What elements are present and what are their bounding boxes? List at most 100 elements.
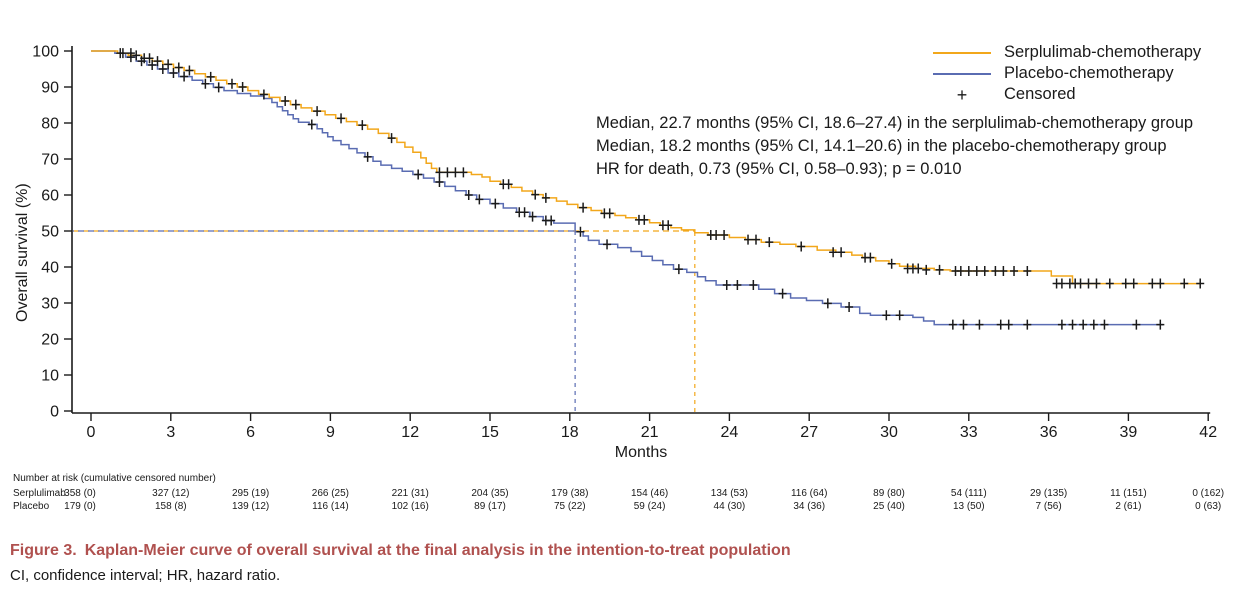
x-tick-label: 12: [401, 424, 419, 441]
censor-mark-serplulimab: [922, 264, 931, 275]
risk-cell: 139 (12): [232, 501, 269, 512]
x-tick-label: 9: [326, 424, 335, 441]
legend-label: Serplulimab-chemotherapy: [1004, 43, 1202, 61]
censor-mark-serplulimab: [1129, 278, 1138, 289]
risk-cell: 358 (0): [64, 488, 96, 499]
censor-mark-serplulimab: [972, 265, 981, 276]
censor-mark-placebo: [363, 151, 372, 162]
censor-mark-placebo: [603, 239, 612, 250]
censor-mark-serplulimab: [887, 258, 896, 269]
risk-table-header: Number at risk (cumulative censored numb…: [13, 473, 216, 484]
censor-mark-placebo: [491, 198, 500, 209]
censor-mark-serplulimab: [1148, 278, 1157, 289]
censor-mark-placebo: [975, 319, 984, 330]
x-tick-label: 3: [166, 424, 175, 441]
censor-mark-serplulimab: [999, 265, 1008, 276]
censor-mark-placebo: [137, 56, 146, 67]
censor-mark-serplulimab: [153, 56, 162, 67]
censor-mark-serplulimab: [866, 252, 875, 263]
censor-mark-placebo: [547, 215, 556, 226]
censor-mark-placebo: [520, 207, 529, 218]
y-tick-label: 100: [32, 44, 59, 61]
x-tick-label: 27: [800, 424, 818, 441]
censor-mark-serplulimab: [765, 237, 774, 248]
risk-cell: 2 (61): [1115, 501, 1141, 512]
censor-mark-serplulimab: [174, 62, 183, 73]
legend: Serplulimab-chemotherapy Placebo-chemoth…: [933, 42, 1201, 105]
censor-mark-placebo: [959, 319, 968, 330]
y-axis-title: Overall survival (%): [14, 183, 31, 322]
censor-mark-placebo: [169, 67, 178, 78]
censor-mark-placebo: [674, 264, 683, 275]
censor-mark-placebo: [1156, 319, 1165, 330]
y-tick-label: 60: [41, 188, 59, 205]
risk-cell: 102 (16): [392, 501, 429, 512]
censor-mark-serplulimab: [935, 264, 944, 275]
risk-cell: 116 (64): [791, 488, 828, 499]
censor-mark-placebo: [895, 310, 904, 321]
censor-mark-serplulimab: [1121, 278, 1130, 289]
censor-mark-serplulimab: [1084, 278, 1093, 289]
survival-curve-placebo: [91, 50, 1163, 326]
censor-mark-serplulimab: [664, 220, 673, 231]
censor-mark-placebo: [823, 298, 832, 309]
risk-cell: 154 (46): [631, 488, 668, 499]
risk-cell: 89 (17): [474, 501, 506, 512]
censor-mark-serplulimab: [1057, 278, 1066, 289]
censor-mark-placebo: [882, 310, 891, 321]
censor-mark-serplulimab: [797, 241, 806, 252]
figure-caption: Figure 3. Kaplan-Meier curve of overall s…: [10, 542, 791, 560]
risk-cell: 158 (8): [155, 501, 187, 512]
y-tick-label: 0: [50, 404, 59, 421]
censor-mark-placebo: [576, 226, 585, 237]
median-serplulimab-text: Median, 22.7 months (95% CI, 18.6–27.4) …: [596, 114, 1194, 132]
censor-mark-serplulimab: [1023, 265, 1032, 276]
censor-mark-serplulimab: [291, 99, 300, 110]
x-axis-title: Months: [614, 444, 668, 461]
risk-cell: 13 (50): [953, 501, 985, 512]
censor-mark-serplulimab: [914, 263, 923, 274]
serplulimab-line-icon: [933, 51, 991, 54]
hazard-ratio-text: HR for death, 0.73 (95% CI, 0.58–0.93); …: [596, 160, 962, 178]
censor-mark-placebo: [180, 71, 189, 82]
censor-mark-serplulimab: [640, 214, 649, 225]
risk-cell: 221 (31): [392, 488, 429, 499]
censor-mark-serplulimab: [358, 120, 367, 131]
censor-mark-serplulimab: [744, 234, 753, 245]
risk-cell: 179 (38): [551, 488, 588, 499]
censor-mark-placebo: [1057, 319, 1066, 330]
censor-mark-placebo: [475, 194, 484, 205]
x-tick-label: 42: [1199, 424, 1217, 441]
figure-footnote: CI, confidence interval; HR, hazard rati…: [10, 567, 281, 584]
censor-mark-placebo: [996, 319, 1005, 330]
risk-cell: 179 (0): [64, 501, 96, 512]
risk-cell: 134 (53): [711, 488, 748, 499]
censor-mark-placebo: [1089, 319, 1098, 330]
censor-mark-serplulimab: [579, 202, 588, 213]
censor-mark-serplulimab: [281, 96, 290, 107]
censor-mark-serplulimab: [1076, 278, 1085, 289]
stats-annotation: Median, 22.7 months (95% CI, 18.6–27.4) …: [596, 112, 1193, 181]
censor-mark-placebo: [307, 119, 316, 130]
censor-mark-serplulimab: [991, 265, 1000, 276]
median-placebo-text: Median, 18.2 months (95% CI, 14.1–20.6) …: [596, 137, 1167, 155]
censored-plus-icon: +: [956, 84, 968, 105]
placebo-line-icon: [933, 72, 991, 75]
censor-mark-serplulimab: [1156, 278, 1165, 289]
figure-caption-text: Kaplan-Meier curve of overall survival a…: [84, 542, 791, 559]
censor-mark-serplulimab: [185, 65, 194, 76]
censor-mark-serplulimab: [1180, 278, 1189, 289]
censor-mark-placebo: [1132, 319, 1141, 330]
x-tick-label: 21: [641, 424, 659, 441]
censor-mark-placebo: [464, 190, 473, 200]
censor-mark-serplulimab: [238, 82, 247, 92]
x-tick-label: 15: [481, 424, 499, 441]
risk-row-label: Placebo: [13, 501, 50, 512]
censor-mark-serplulimab: [752, 234, 760, 245]
censor-mark-serplulimab: [132, 50, 141, 61]
censor-mark-serplulimab: [531, 189, 540, 200]
censor-mark-placebo: [1023, 319, 1032, 330]
censor-mark-serplulimab: [712, 229, 721, 240]
